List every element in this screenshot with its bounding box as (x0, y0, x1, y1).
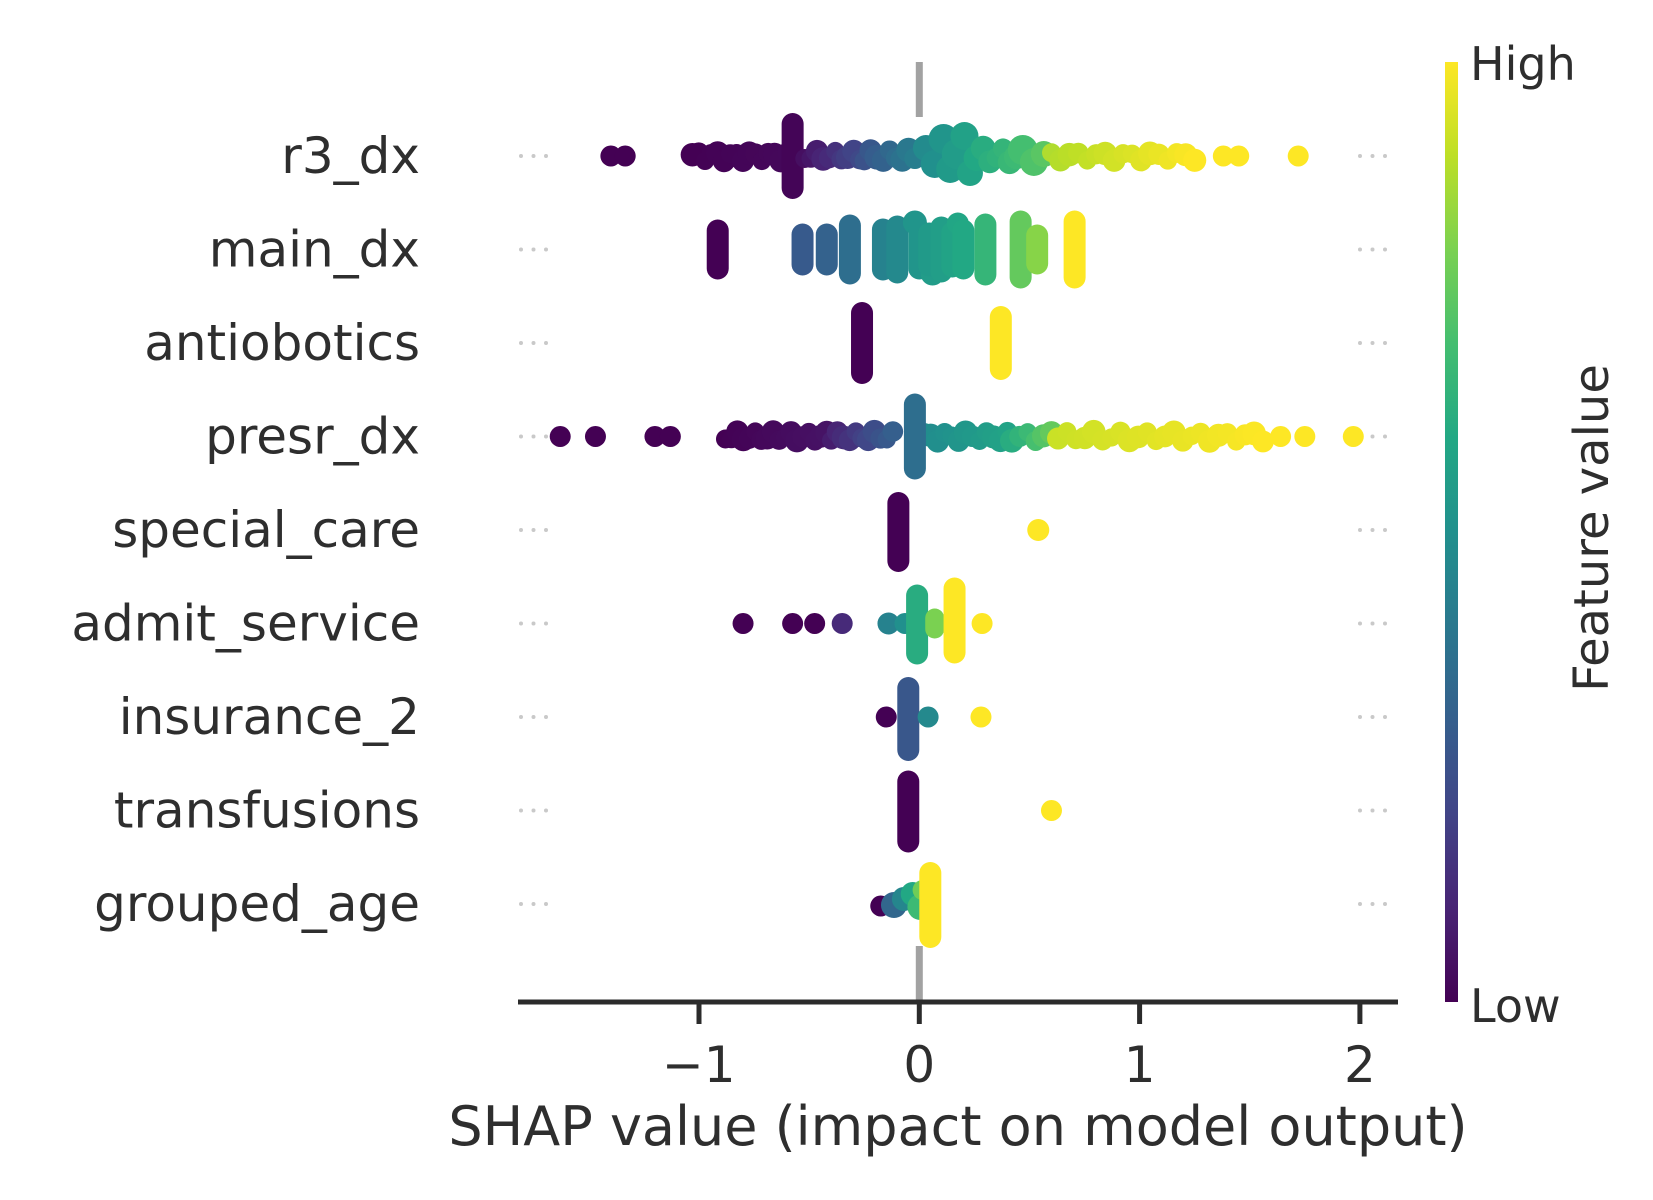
colorbar-high-label: High (1470, 37, 1576, 91)
feature-label-transfusions: transfusions (114, 782, 420, 840)
x-tick-label: −1 (662, 1036, 736, 1094)
feature-label-antiobotics: antiobotics (144, 314, 420, 372)
x-tick-label: 1 (1124, 1036, 1156, 1094)
feature-label-presr_dx: presr_dx (205, 408, 420, 466)
colorbar-low-label: Low (1470, 979, 1561, 1033)
colorbar-title: Feature value (1564, 364, 1620, 692)
feature-label-r3_dx: r3_dx (281, 127, 420, 185)
colorbar-gradient (1445, 62, 1458, 1002)
feature-label-grouped_age: grouped_age (94, 875, 420, 933)
feature-label-insurance_2: insurance_2 (119, 688, 420, 746)
beeswarm-points (549, 113, 1364, 948)
colorbar: High Low Feature value (1445, 37, 1620, 1033)
row-dotted-gridlines (519, 154, 1387, 906)
x-tick-label: 0 (903, 1036, 935, 1094)
feature-label-admit_service: admit_service (71, 595, 420, 653)
x-tick-label: 2 (1344, 1036, 1376, 1094)
feature-label-special_care: special_care (112, 501, 420, 559)
feature-labels: r3_dx main_dx antiobotics presr_dx speci… (71, 127, 420, 933)
x-axis-title: SHAP value (impact on model output) (448, 1095, 1467, 1158)
x-axis-ticks (696, 1002, 1363, 1024)
x-axis: −1 0 1 2 SHAP value (impact on model out… (448, 999, 1468, 1158)
feature-label-main_dx: main_dx (209, 221, 420, 279)
